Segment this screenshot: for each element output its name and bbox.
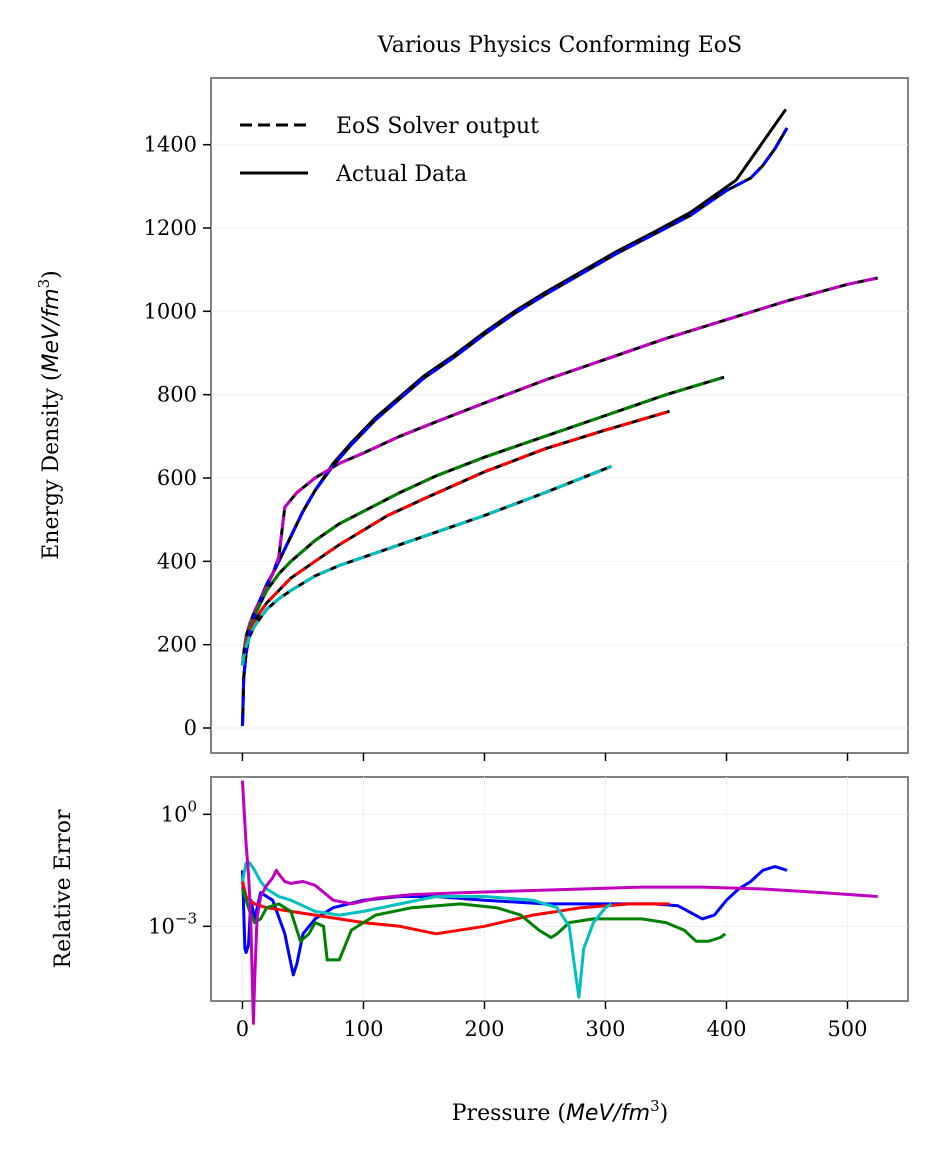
actual-data-line-green: [241, 375, 725, 666]
bottom-plot-frame: [210, 776, 909, 1002]
solver-output-line-blue: [241, 127, 789, 726]
x-axis-label-exponent: 3: [650, 1097, 660, 1115]
bottom-y-tick-label: 10−3: [148, 909, 197, 938]
relative-error-line-red: [241, 881, 670, 936]
top-y-tick-label: 0: [184, 716, 197, 740]
solver-output-line-green: [241, 375, 725, 666]
legend-label-actual: Actual Data: [335, 162, 467, 187]
top-grid: [211, 144, 908, 729]
y-axis-label-exponent: 3: [35, 279, 53, 289]
x-tick-label: 200: [464, 1017, 504, 1041]
x-tick-label: 100: [343, 1017, 383, 1041]
x-tick-label: 300: [585, 1017, 625, 1041]
bottom-series: [241, 780, 878, 1025]
top-y-tick-label: 600: [157, 466, 197, 490]
actual-data-line-red: [241, 409, 671, 666]
x-axis-label-unit: MeV/fm: [566, 1101, 650, 1126]
x-tick-label: 500: [827, 1017, 867, 1041]
relative-error-line-cyan: [241, 861, 613, 999]
top-y-tick-label: 200: [157, 633, 197, 657]
top-y-axis-label: Energy Density (MeV/fm3): [35, 270, 64, 560]
x-axis-label: Pressure (MeV/fm3): [452, 1097, 669, 1126]
top-y-tick-label: 800: [157, 383, 197, 407]
x-tick-label: 0: [236, 1017, 249, 1041]
x-axis-label-text: Pressure: [452, 1101, 551, 1126]
actual-data-line-blue: [241, 108, 788, 726]
solver-output-line-magenta: [241, 276, 879, 666]
bottom-y-ticks: 100 10−3: [148, 797, 211, 938]
legend: EoS Solver output Actual Data: [240, 114, 539, 187]
actual-data-line-blue: [241, 127, 789, 726]
top-plot-frame: [210, 77, 909, 754]
bottom-panel: 100 10−3 Relative Error: [51, 776, 909, 1025]
actual-data-line-magenta: [241, 276, 879, 666]
relative-error-line-green: [241, 888, 727, 962]
bottom-y-tick-label: 100: [161, 797, 197, 826]
top-y-ticks: 0 200 400 600 800 1000 1200 1400: [144, 133, 211, 740]
solver-output-line-cyan: [241, 464, 613, 666]
top-panel: 0 200 400 600 800 1000 1200 1400 Energy Density…: [35, 77, 909, 754]
bottom-y-axis-label: Relative Error: [51, 809, 76, 968]
bottom-grid: [211, 777, 908, 1001]
y-axis-label-text: Energy Density: [39, 388, 64, 560]
top-y-tick-label: 1000: [144, 299, 197, 323]
legend-label-solver: EoS Solver output: [336, 114, 539, 139]
top-y-tick-label: 400: [157, 549, 197, 573]
x-tick-label: 400: [706, 1017, 746, 1041]
y-axis-label-unit: MeV/fm: [39, 288, 64, 372]
chart-title: Various Physics Conforming EoS: [377, 33, 742, 58]
top-y-tick-label: 1400: [144, 133, 197, 157]
relative-error-line-magenta: [241, 780, 878, 1025]
top-y-tick-label: 1200: [144, 216, 197, 240]
x-ticks: 0 100 200 300 400 500: [236, 753, 868, 1041]
top-series: [241, 108, 879, 726]
solver-output-line-red: [241, 409, 671, 666]
